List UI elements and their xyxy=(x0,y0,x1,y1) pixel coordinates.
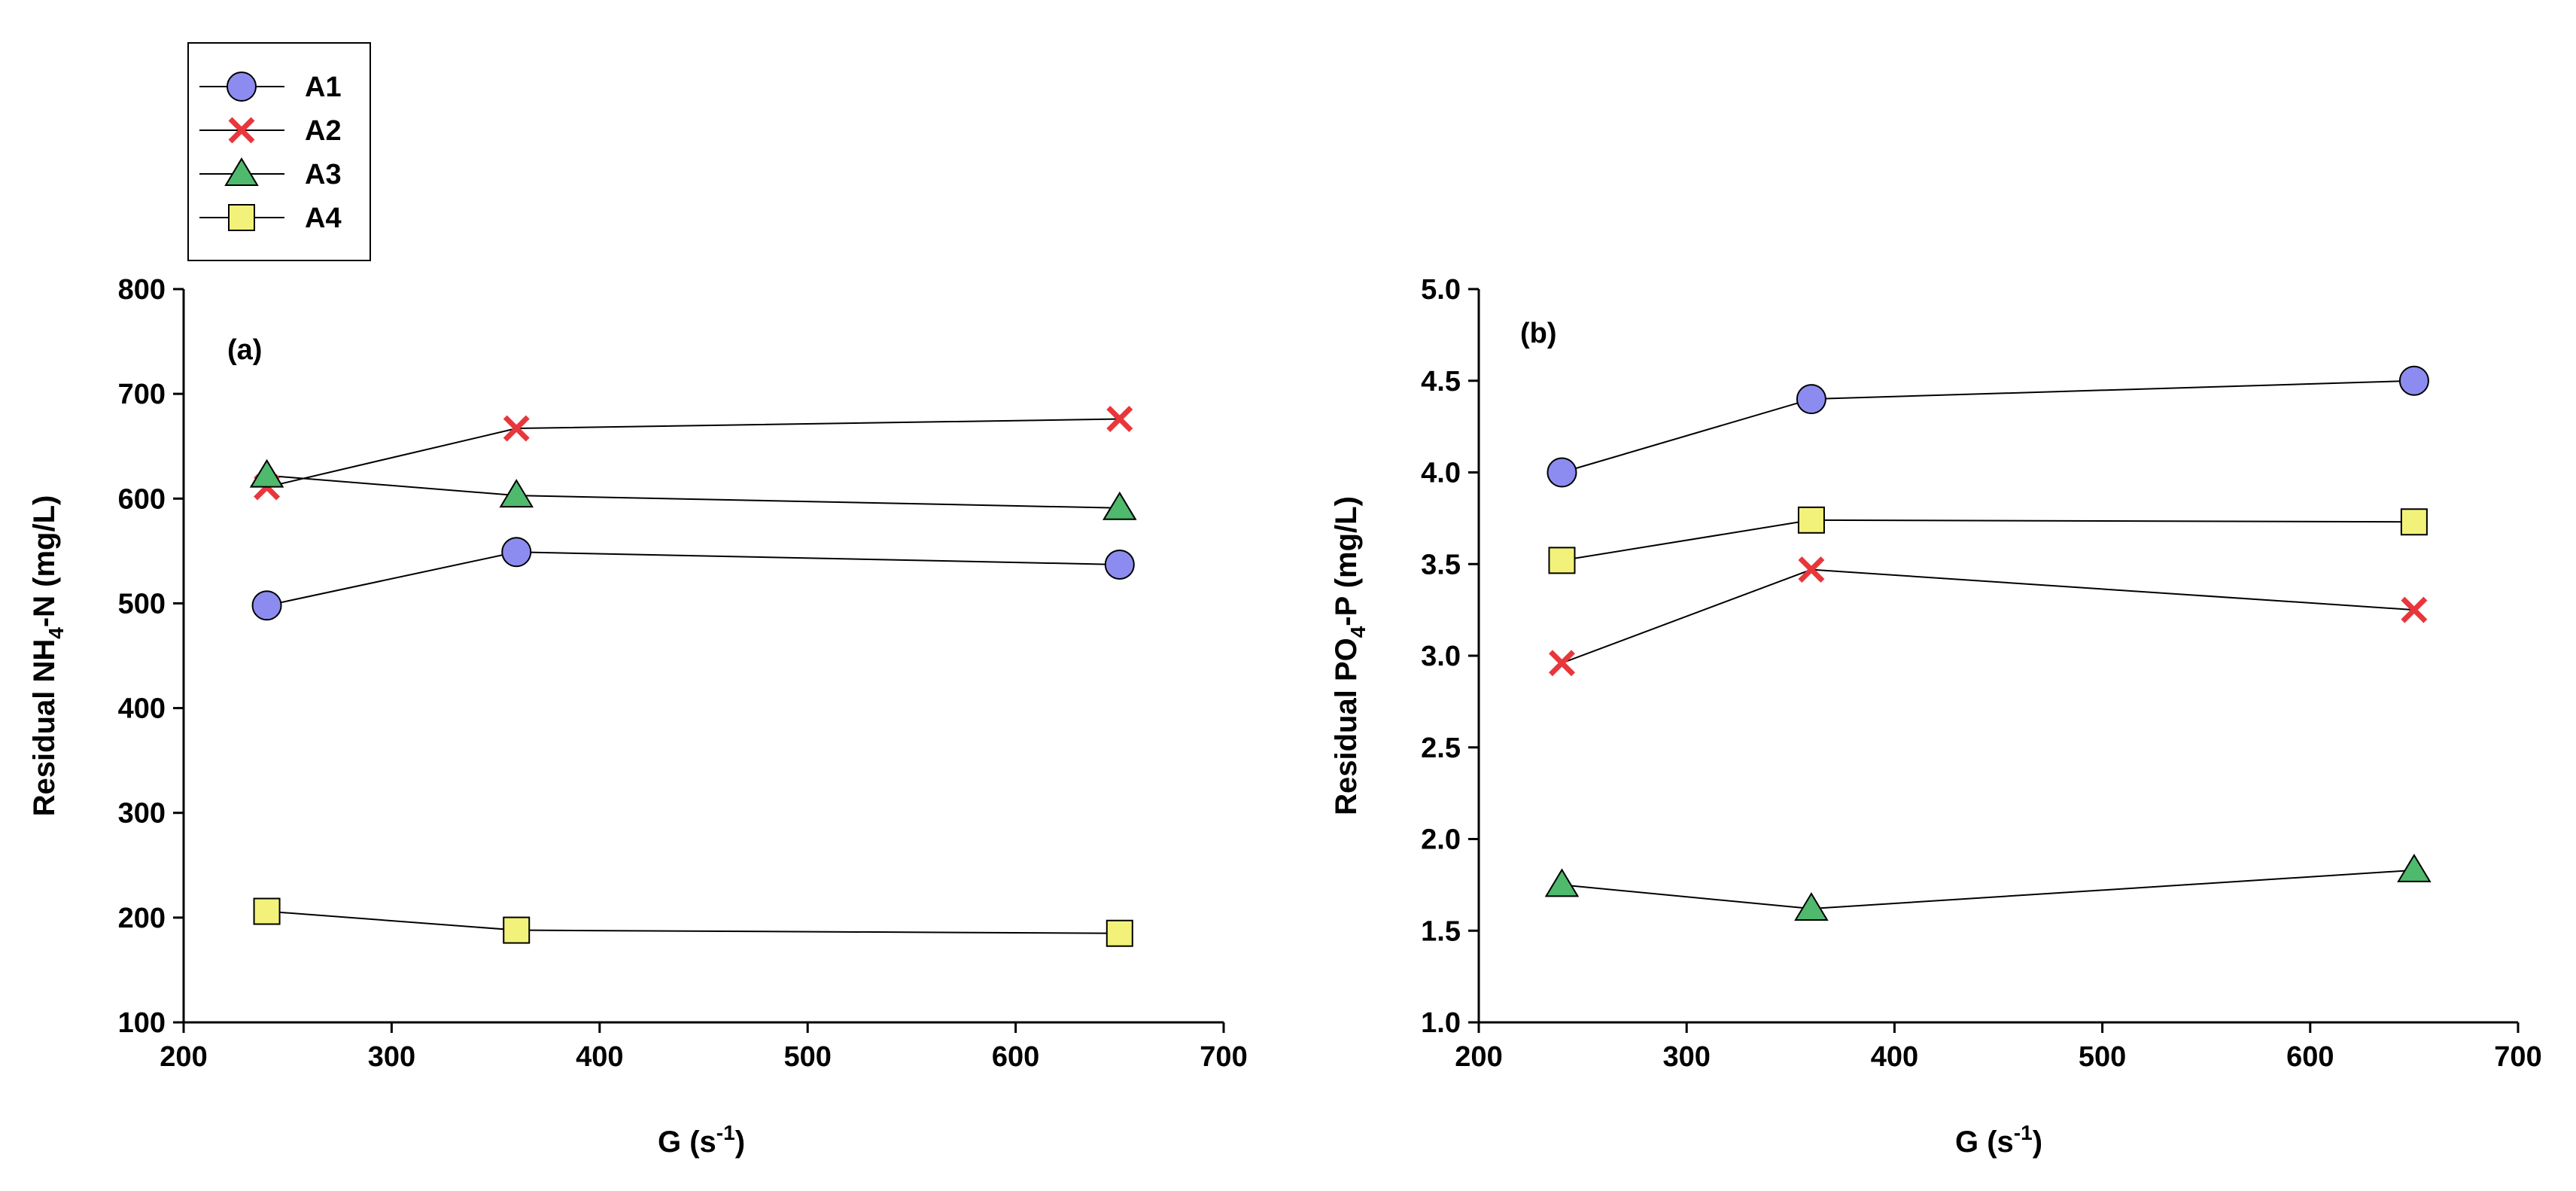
y-tick-label: 1.5 xyxy=(1421,915,1461,947)
legend: A1 A2 A3 A4 xyxy=(187,42,371,261)
y-tick-label: 300 xyxy=(118,798,166,830)
data-point-a4 xyxy=(2400,508,2428,536)
x-tick-label: 200 xyxy=(1455,1041,1502,1073)
data-point-a3 xyxy=(249,458,284,488)
y-tick-label: 200 xyxy=(118,903,166,934)
chart-panel-a: 200 300 400 500 600 7001002003004005006007008… xyxy=(28,274,1248,1159)
legend-square-marker xyxy=(228,204,255,231)
data-point-a4 xyxy=(1797,506,1825,534)
y-tick-label: 600 xyxy=(118,483,166,515)
legend-circle-marker xyxy=(227,72,257,102)
data-point-a1 xyxy=(2398,365,2429,396)
y-tick-label: 5.0 xyxy=(1421,274,1461,306)
y-tick-label: 2.5 xyxy=(1421,733,1461,764)
x-tick-label: 700 xyxy=(1200,1041,1247,1073)
legend-label: A3 xyxy=(305,159,342,190)
x-tick-label: 700 xyxy=(2494,1041,2541,1073)
data-point-a4 xyxy=(1106,919,1133,947)
x-tick-label: 500 xyxy=(2079,1041,2126,1073)
legend-entry-a3: A3 xyxy=(199,157,342,190)
data-point-a1 xyxy=(251,590,282,621)
y-axis-title-b: Residual PO4-P (mg/L) xyxy=(1330,496,1370,815)
x-tick-label: 500 xyxy=(783,1041,831,1073)
x-tick-label: 600 xyxy=(2286,1041,2334,1073)
data-point-a2 xyxy=(1798,556,1825,583)
data-point-a3 xyxy=(499,479,534,508)
y-tick-label: 4.5 xyxy=(1421,366,1461,398)
y-tick-label: 100 xyxy=(118,1007,166,1039)
data-point-a4 xyxy=(253,897,281,925)
x-tick-label: 600 xyxy=(992,1041,1039,1073)
panel-label-b: (b) xyxy=(1520,318,1557,349)
y-tick-label: 3.0 xyxy=(1421,641,1461,672)
data-point-a2 xyxy=(1549,650,1575,677)
y-tick-label: 500 xyxy=(118,588,166,620)
y-tick-label: 400 xyxy=(118,693,166,725)
data-point-a2 xyxy=(2401,596,2428,623)
y-tick-label: 2.0 xyxy=(1421,824,1461,856)
data-point-a3 xyxy=(2397,853,2432,882)
x-tick-label: 300 xyxy=(368,1041,415,1073)
data-point-a1 xyxy=(1547,457,1577,488)
x-tick-label: 400 xyxy=(1871,1041,1918,1073)
legend-entry-a4: A4 xyxy=(199,203,342,234)
data-point-a4 xyxy=(503,916,531,944)
x-axis-title-a: G (s-1) xyxy=(658,1121,745,1159)
x-tick-label: 400 xyxy=(576,1041,623,1073)
legend-x-marker xyxy=(228,117,255,144)
data-point-a4 xyxy=(1548,547,1576,574)
legend-label: A1 xyxy=(305,72,342,103)
data-point-a3 xyxy=(1794,892,1829,921)
y-tick-label: 1.0 xyxy=(1421,1007,1461,1039)
y-tick-label: 800 xyxy=(118,274,166,306)
data-point-a1 xyxy=(1796,384,1826,415)
panel-label-a: (a) xyxy=(227,334,262,366)
legend-entry-a2: A2 xyxy=(199,115,342,147)
chart-panel-b: 200 300 400 500 600 700 1.0 1.5 2.0 2.5 3.0 3.5 4.0 4… xyxy=(1330,274,2542,1159)
y-axis-title-a: Residual NH4-N (mg/L) xyxy=(28,495,68,817)
data-point-a2 xyxy=(1106,406,1133,433)
y-tick-label: 3.5 xyxy=(1421,549,1461,580)
data-point-a1 xyxy=(1104,549,1135,580)
data-point-a1 xyxy=(501,537,532,568)
y-tick-label: 700 xyxy=(118,379,166,410)
x-tick-label: 200 xyxy=(160,1041,207,1073)
legend-box xyxy=(187,42,371,261)
legend-label: A4 xyxy=(305,203,342,234)
data-point-a2 xyxy=(503,415,530,442)
y-tick-label: 4.0 xyxy=(1421,458,1461,489)
x-axis-title-b: G (s-1) xyxy=(1955,1121,2042,1159)
data-point-a3 xyxy=(1102,491,1137,520)
legend-entry-a1: A1 xyxy=(199,72,342,103)
legend-triangle-marker xyxy=(224,157,259,186)
x-tick-label: 300 xyxy=(1662,1041,1710,1073)
legend-label: A2 xyxy=(305,115,342,147)
data-point-a3 xyxy=(1544,868,1580,897)
